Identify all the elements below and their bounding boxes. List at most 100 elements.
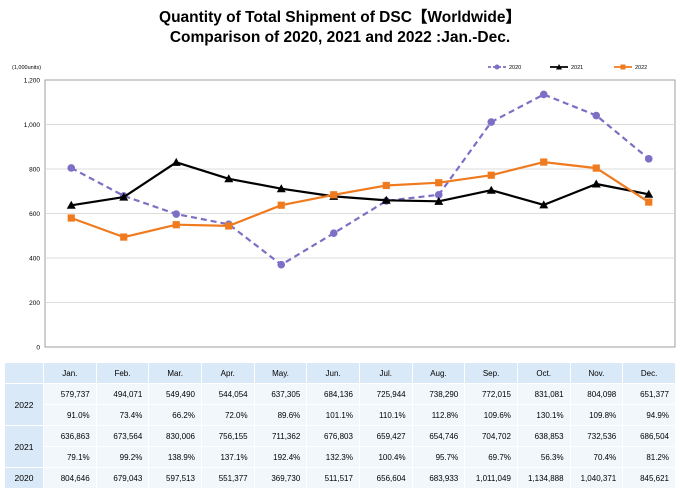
table-value-cell: 676,803 [307,426,359,446]
data-point-2022 [487,171,495,179]
data-point-2022 [592,164,600,172]
table-value-cell: 549,490 [149,384,201,404]
data-point-2022 [172,221,180,229]
table-header-row: Jan. Feb. Mar. Apr. May. Jun. Jul. Aug. Sep. Oct.… [5,363,675,383]
table-month-header: Sep. [465,363,517,383]
table-percent-cell: 66.2% [149,405,201,425]
table-value-cell: 704,702 [465,426,517,446]
table-row: 2021 636,863 673,564 830,006 756,155 711,362 6… [5,426,675,467]
data-point-2021 [171,157,181,166]
table-value-cell: 551,377 [201,468,254,488]
y-tick-label: 1,000 [24,122,41,129]
table-percent-cell: 70.4% [570,447,623,467]
table-value-cell: 654,746 [412,426,465,446]
data-point-2021 [276,184,286,193]
data-point-2020 [277,260,286,269]
table-value-cell: 369,730 [254,468,307,488]
data-point-2022 [645,198,653,206]
table-row: 79.1% 99.2% 138.9% 137.1% 192.4% 132.3% 100.4%… [5,447,675,467]
table-month-header: Dec. [623,363,675,383]
table-month-header: Aug. [412,363,465,383]
table-value-cell: 686,504 [623,426,675,446]
y-unit-label: (1,000units) [12,65,41,71]
y-tick-label: 1,200 [24,78,41,85]
data-point-2022 [540,158,548,166]
table-percent-cell: 72.0% [201,405,254,425]
table-value-cell: 772,015 [465,384,517,404]
table-value-cell: 673,564 [96,426,149,446]
data-point-2020 [434,191,443,199]
table-value-cell: 1,011,049 [465,468,517,488]
table-month-header: Feb. [96,363,149,383]
table-value-cell: 756,155 [201,426,254,446]
table-value-cell: 494,071 [96,384,149,404]
data-point-2021 [66,200,76,209]
chart-title: Quantity of Total Shipment of DSC【Worldw… [159,9,521,26]
table-row: 2022 579,737 494,071 549,490 544,054 637,305 6… [5,384,675,425]
table-value-cell: 638,853 [517,426,570,446]
chart-subtitle: Comparison of 2020, 2021 and 2022 :Jan.-… [169,29,511,46]
y-tick-label: 400 [29,256,40,263]
table-percent-cell: 79.1% [44,447,96,467]
legend-label-2022: 2022 [635,65,647,71]
table-month-header: Nov. [570,363,623,383]
table-percent-cell: 95.7% [412,447,465,467]
table-value-cell: 544,054 [201,384,254,404]
data-point-2021 [434,196,444,205]
data-point-2021 [644,189,654,198]
data-point-2022 [330,191,338,199]
data-point-2021 [224,174,234,183]
legend-marker-2020 [494,64,500,70]
y-tick-label: 600 [29,211,40,218]
legend-marker-2021 [556,64,562,70]
legend-marker-2022 [620,64,626,70]
table-year-label: 2021 [5,426,43,467]
table-percent-cell: 99.2% [96,447,149,467]
data-point-2022 [382,181,390,190]
table-percent-cell: 94.9% [623,405,675,425]
table-percent-cell: 110.1% [359,405,412,425]
table-value-cell: 679,043 [96,468,149,488]
table-value-cell: 651,377 [623,384,675,404]
table-percent-cell: 73.4% [96,405,149,425]
data-point-2020 [67,164,76,172]
data-point-2020 [172,210,181,218]
table-month-header: May. [254,363,307,383]
table-value-cell: 732,536 [570,426,623,446]
table-row: 91.0% 73.4% 66.2% 72.0% 89.6% 101.1% 110.1% 112… [5,405,675,425]
table-value-cell: 659,427 [359,426,412,446]
table-row: 2020 804,646 679,043 597,513 551,377 369,730 5… [5,468,675,488]
table-year-label: 2022 [5,384,43,425]
data-point-2022 [435,179,443,187]
table-percent-cell: 137.1% [201,447,254,467]
table-percent-cell: 109.8% [570,405,623,425]
table-percent-cell: 100.4% [359,447,412,467]
table-value-cell: 738,290 [412,384,465,404]
table-value-cell: 830,006 [149,426,201,446]
data-point-2022 [120,233,128,241]
data-point-2020 [644,155,653,163]
data-point-2020 [592,111,601,120]
data-point-2021 [381,195,391,204]
y-tick-label: 0 [36,345,40,352]
table-month-header: Oct. [517,363,570,383]
table-percent-cell: 112.8% [412,405,465,425]
table-value-cell: 636,863 [44,426,96,446]
series-line-2020 [70,93,650,266]
table-value-cell: 1,040,371 [570,468,623,488]
table-value-cell: 804,646 [44,468,96,488]
table-value-cell: 683,933 [412,468,465,488]
line-chart: 0 200 400 600 800 1,000 1,200 (1,000units) 2020 2… [12,64,676,352]
data-point-2022 [67,214,75,222]
table-percent-cell: 81.2% [623,447,675,467]
data-point-2020 [539,90,548,99]
y-tick-label: 200 [29,300,40,307]
data-table: Jan. Feb. Mar. Apr. May. Jun. Jul. Aug. Sep. Oct.… [4,362,676,489]
table-month-header: Jun. [307,363,359,383]
table-corner-cell [5,363,43,383]
table-percent-cell: 192.4% [254,447,307,467]
table-percent-cell: 69.7% [465,447,517,467]
y-tick-label: 800 [29,167,40,174]
data-point-2021 [591,179,601,188]
table-percent-cell: 101.1% [307,405,359,425]
